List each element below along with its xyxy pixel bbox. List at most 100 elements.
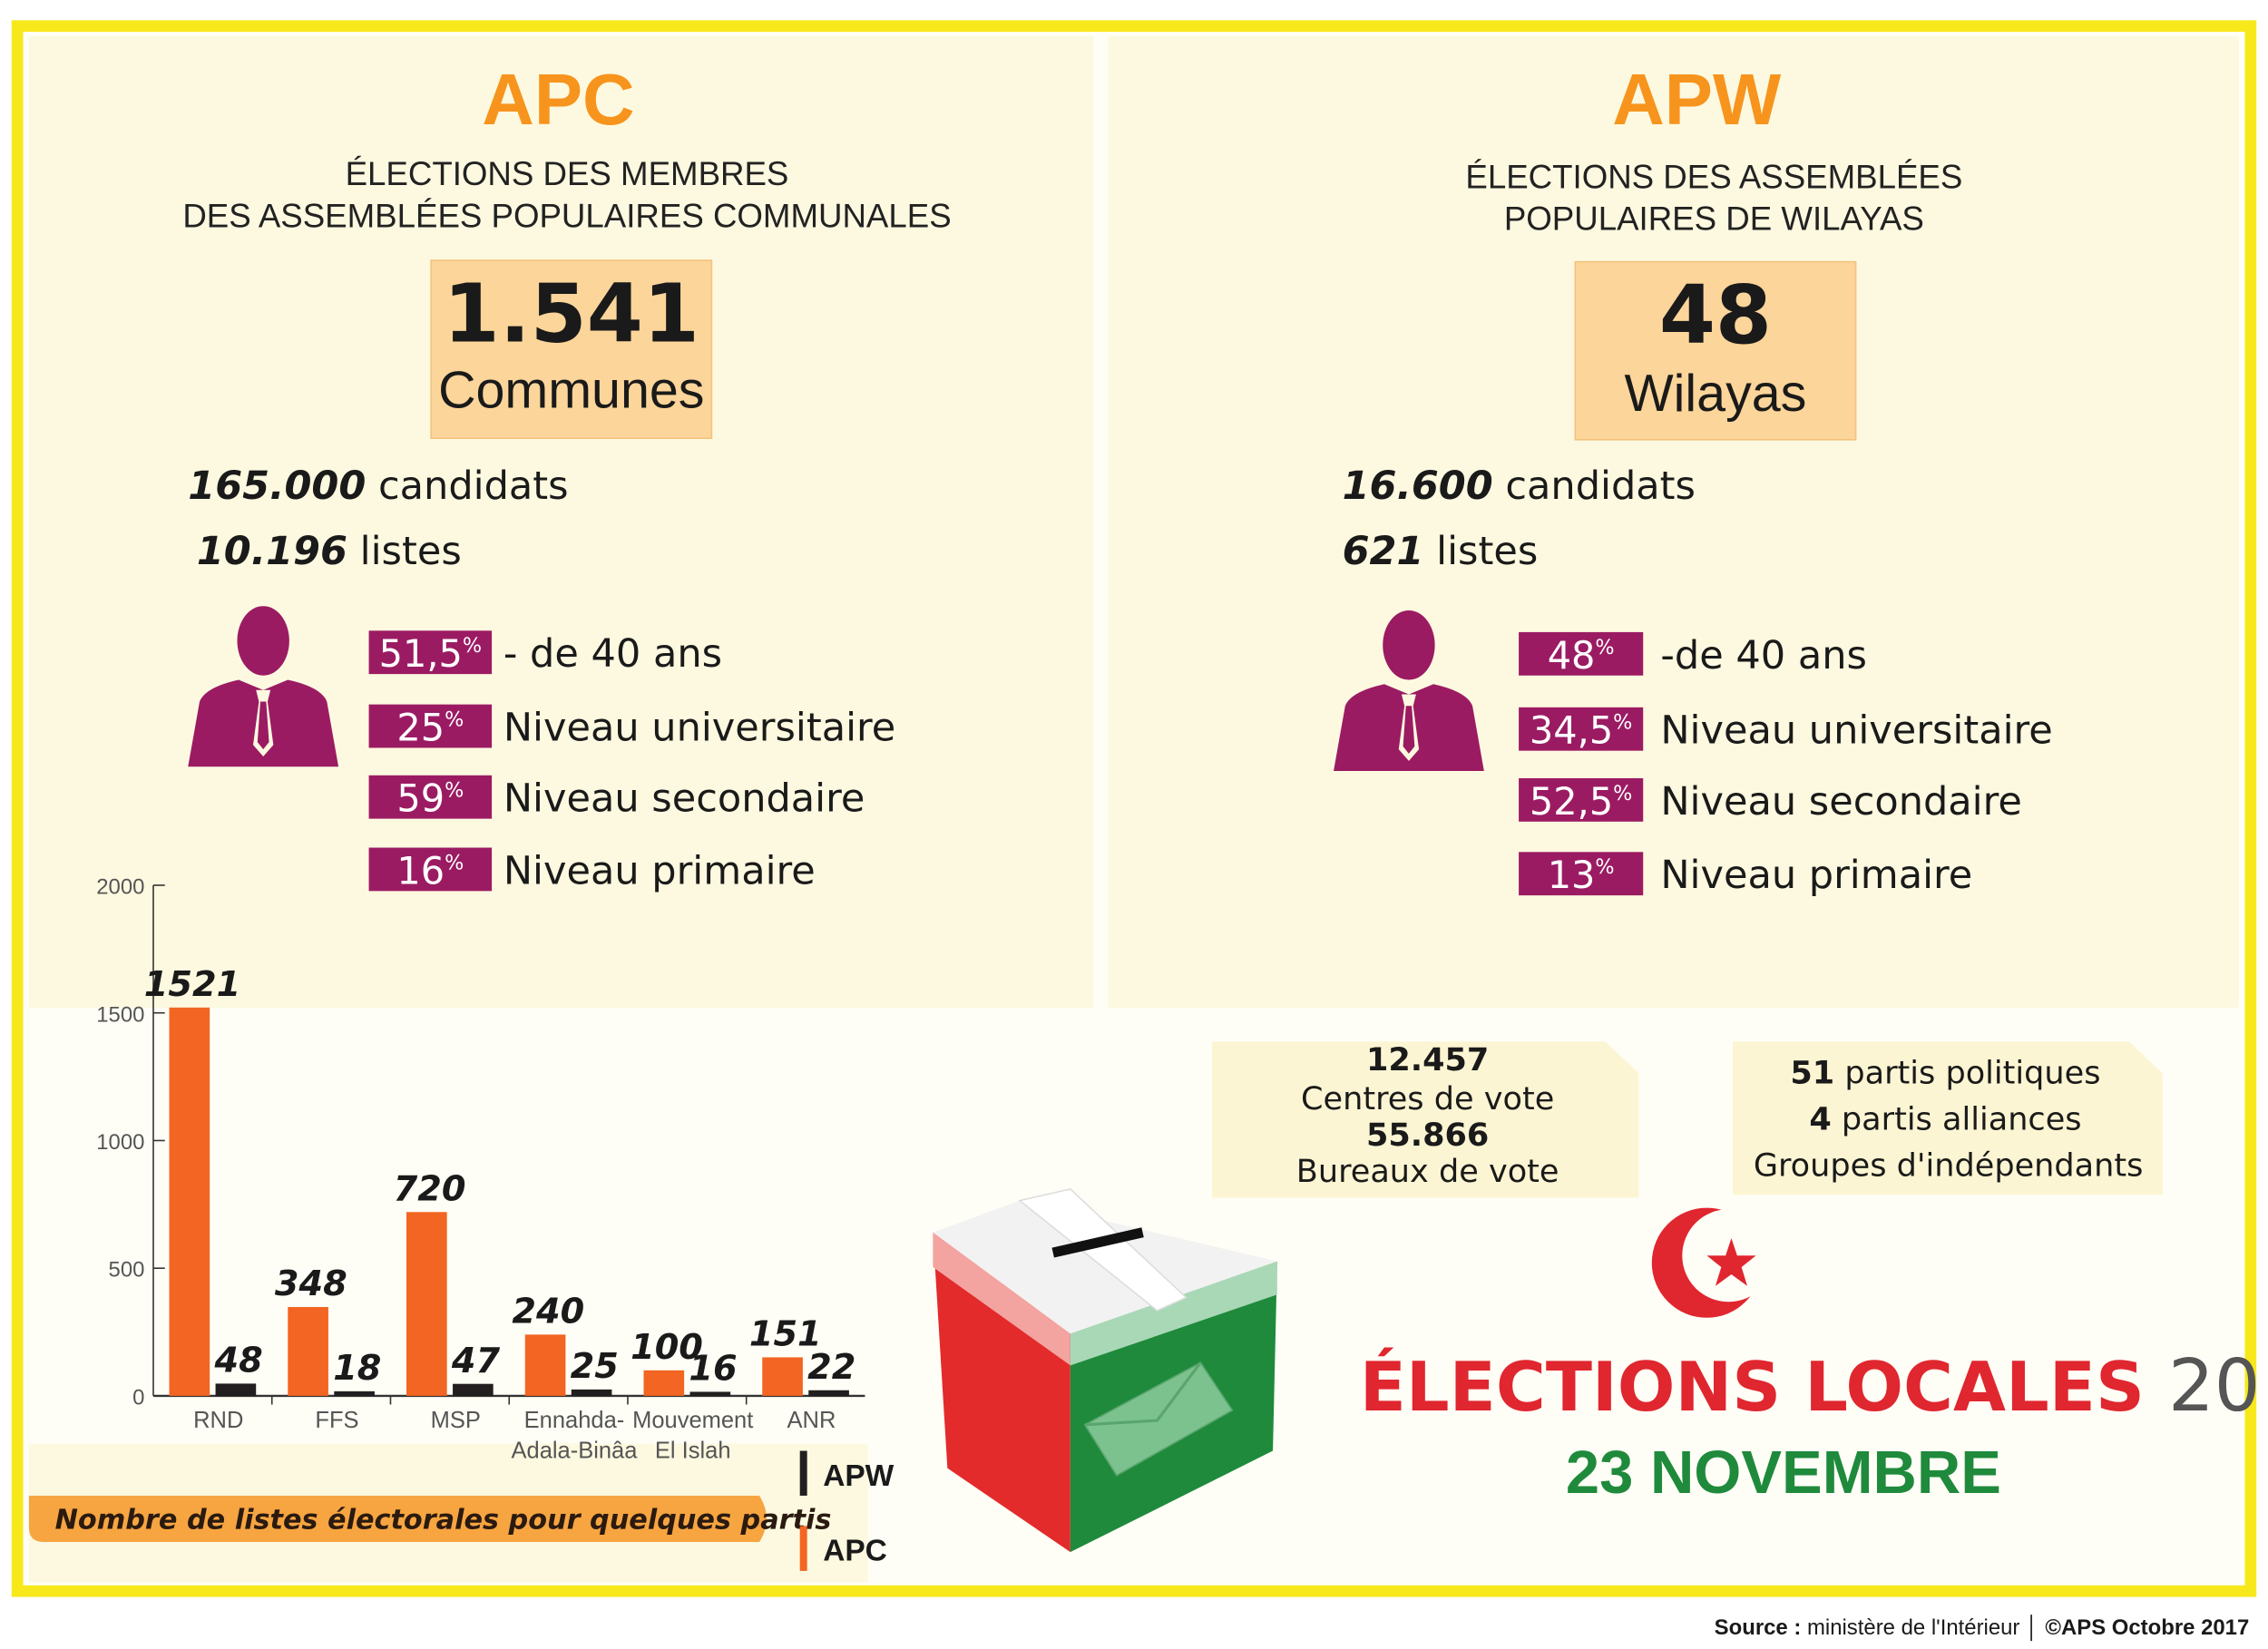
stat-box	[368, 775, 493, 819]
number: 621	[1343, 529, 1424, 574]
stat-value: 25%	[396, 707, 464, 750]
x-tick-label: FFS	[315, 1408, 358, 1433]
label: listes	[360, 529, 462, 574]
legend-label: APC	[823, 1535, 887, 1568]
apw-unit: Wilayas	[1625, 365, 1807, 423]
bar	[334, 1390, 375, 1396]
bar	[762, 1357, 803, 1396]
apw-lists: 621 listes	[1343, 529, 1539, 574]
value: 13	[1548, 854, 1596, 897]
stat-value: 48%	[1548, 634, 1615, 678]
apc-subtitle: ÉLECTIONS DES MEMBRES	[346, 155, 789, 192]
apw-subtitle: POPULAIRES DE WILAYAS	[1504, 200, 1924, 238]
value: 59	[396, 777, 445, 821]
stat-box	[1519, 852, 1644, 896]
value-label: 720	[394, 1169, 466, 1210]
apw-panel	[1108, 35, 2240, 1009]
bureaux-number: 55.866	[1366, 1117, 1489, 1154]
person-icon	[1334, 610, 1484, 771]
value: 16	[396, 849, 445, 893]
year: 2017	[2168, 1343, 2268, 1428]
value-label: 48	[213, 1341, 262, 1381]
unit: %	[445, 851, 464, 874]
stat-value: 16%	[396, 849, 464, 893]
credit: ©APS Octobre 2017	[2045, 1615, 2249, 1640]
label: partis politiques	[1844, 1054, 2100, 1091]
y-tick-label: 0	[132, 1385, 144, 1410]
bar-chart: 0 500 1000 1500 2000 1521 348 720 240 100 151 48 18 4…	[96, 875, 865, 1463]
value-label: 16	[689, 1349, 737, 1390]
y-tick-label: 500	[109, 1258, 145, 1283]
stat-box	[368, 630, 493, 675]
stat-label: Niveau primaire	[503, 848, 816, 893]
stat-value: 13%	[1548, 854, 1615, 897]
source-label: Source :	[1715, 1615, 1802, 1640]
parties-alliances: 4 partis alliances	[1809, 1100, 2081, 1137]
event-title: ÉLECTIONS LOCALES 2017	[1360, 1343, 2268, 1428]
stat-label: Niveau primaire	[1660, 853, 1972, 898]
stat-label: Niveau secondaire	[1660, 779, 2022, 824]
stat-value: 51,5%	[379, 632, 482, 676]
title: ÉLECTIONS LOCALES	[1360, 1347, 2145, 1427]
unit: %	[1595, 855, 1614, 879]
stat-box	[368, 847, 493, 892]
apw-box	[1574, 260, 1857, 441]
source-text: ministère de l'Intérieur	[1807, 1615, 2019, 1640]
number: 51	[1790, 1054, 1834, 1091]
apc-subtitle: DES ASSEMBLÉES POPULAIRES COMMUNALES	[182, 197, 951, 234]
stat-label: Niveau universitaire	[503, 706, 895, 751]
stat-value: 52,5%	[1530, 780, 1632, 824]
stat-label: Niveau secondaire	[503, 776, 865, 822]
value: 25	[396, 707, 445, 750]
y-tick-label: 1000	[96, 1130, 144, 1155]
stat-box	[368, 704, 493, 748]
x-tick-label: El Islah	[655, 1438, 731, 1463]
bar	[406, 1212, 447, 1396]
legend-swatch	[799, 1450, 807, 1496]
apw-count: 48	[1659, 268, 1772, 363]
value-label: 18	[333, 1348, 381, 1389]
x-tick-label: RND	[193, 1408, 243, 1433]
y-tick-label: 2000	[96, 875, 144, 900]
chart-title-ribbon	[28, 1495, 767, 1542]
unit: %	[445, 779, 464, 803]
stat-box	[1519, 631, 1644, 676]
chart-title: Nombre de listes électorales pour quelqu…	[55, 1505, 832, 1537]
event-date: 23 NOVEMBRE	[1566, 1439, 2001, 1507]
number: 4	[1809, 1100, 1831, 1137]
label: partis alliances	[1842, 1100, 2082, 1137]
bar	[643, 1370, 685, 1396]
legend-swatch	[799, 1526, 807, 1571]
apc-box	[430, 259, 713, 440]
apw-subtitle: ÉLECTIONS DES ASSEMBLÉES	[1465, 158, 1962, 195]
value: 48	[1548, 634, 1596, 678]
parties-independants: Groupes d'indépendants	[1754, 1147, 2144, 1185]
apc-stats: 51,5% - de 40 ans 25% Niveau universitaire 5…	[368, 630, 895, 893]
value-label: 348	[275, 1264, 347, 1304]
stat-box	[1519, 777, 1644, 822]
stat-label: -de 40 ans	[1660, 633, 1867, 678]
bar	[524, 1334, 566, 1396]
value: 51,5	[379, 632, 463, 676]
value-label: 1521	[144, 964, 240, 1005]
unit: %	[1595, 636, 1614, 659]
bar	[453, 1383, 494, 1396]
value-label: 151	[749, 1314, 822, 1355]
apw-candidates: 16.600 candidats	[1343, 463, 1696, 509]
bureaux-label: Bureaux de vote	[1296, 1153, 1559, 1190]
x-tick-label: Mouvement	[632, 1408, 753, 1433]
parties-politiques: 51 partis politiques	[1790, 1054, 2100, 1091]
person-icon	[188, 606, 339, 767]
apc-title: APC	[482, 59, 634, 140]
x-tick-label: ANR	[787, 1408, 836, 1433]
x-tick-label: Ennahda-	[524, 1408, 625, 1433]
parties-box	[1733, 1041, 2163, 1195]
stat-box	[1519, 707, 1644, 751]
ballot-box	[933, 1188, 1277, 1553]
value: 34,5	[1530, 709, 1613, 753]
bar	[288, 1306, 328, 1396]
legend-label: APW	[823, 1459, 894, 1493]
y-tick-label: 1500	[96, 1002, 144, 1027]
